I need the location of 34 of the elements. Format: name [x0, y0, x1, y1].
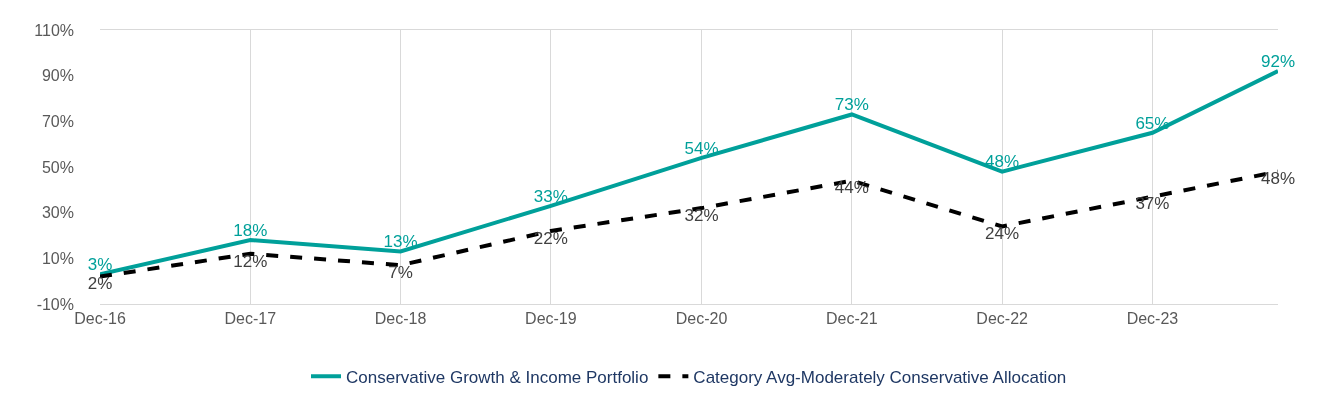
data-label: 7% [388, 262, 413, 282]
x-tick-label: Dec-17 [224, 310, 277, 328]
data-label: 32% [684, 205, 719, 225]
data-label: 24% [985, 224, 1020, 244]
data-label: 18% [233, 220, 268, 240]
x-tick-label: Dec-22 [976, 310, 1029, 328]
y-tick-label: 10% [41, 249, 74, 267]
data-label: 2% [87, 274, 113, 294]
data-label: 92% [1260, 51, 1296, 71]
x-tick-label: Dec-20 [675, 310, 728, 328]
x-tick-label: Dec-23 [1126, 310, 1179, 328]
y-tick-label: 90% [41, 67, 74, 85]
y-tick-label: 30% [41, 204, 74, 222]
y-tick-label: -10% [36, 295, 74, 313]
y-tick-label: 70% [41, 112, 74, 130]
data-label: 13% [383, 232, 418, 252]
data-label: 37% [1135, 194, 1170, 214]
x-tick-label: Dec-16 [74, 310, 126, 328]
data-label: 73% [834, 95, 869, 115]
data-label: 48% [1260, 169, 1296, 189]
data-label: 44% [834, 178, 869, 198]
data-label: 33% [533, 186, 568, 206]
data-label: 12% [233, 251, 268, 271]
y-tick-label: 50% [41, 158, 74, 176]
x-tick-label: Dec-19 [525, 310, 577, 328]
data-label: 48% [985, 152, 1020, 172]
y-tick-label: 110% [34, 21, 74, 39]
data-label: 54% [684, 138, 719, 158]
x-tick-label: Dec-18 [374, 310, 427, 328]
data-label: 22% [533, 228, 568, 248]
data-label: 3% [87, 255, 113, 275]
legend-label: Category Avg-Moderately Conservative Allocation [693, 367, 1067, 387]
legend-label: Conservative Growth & Income Portfolio [346, 367, 649, 387]
x-tick-label: Dec-21 [826, 310, 878, 328]
